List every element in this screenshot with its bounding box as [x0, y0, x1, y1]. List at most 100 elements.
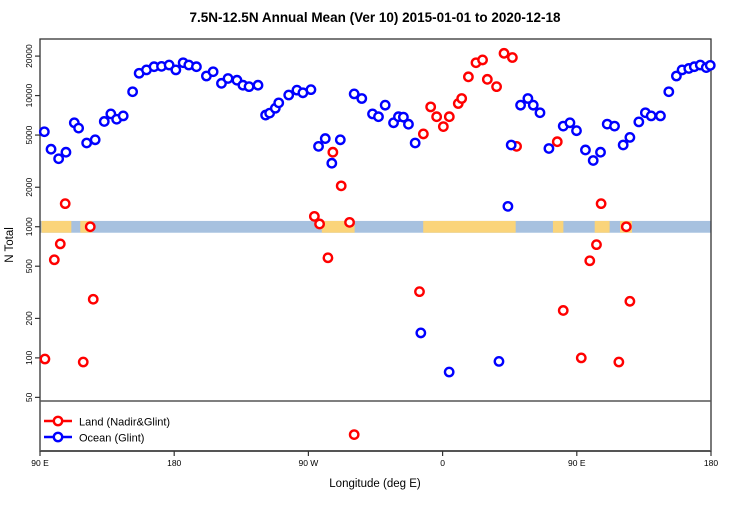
- ocean-point: [522, 93, 534, 104]
- land-point: [344, 216, 355, 228]
- land-point: [462, 71, 474, 83]
- x-tick-label: 90 E: [31, 458, 49, 468]
- land-band-segment: [41, 220, 72, 233]
- land-point: [425, 101, 437, 113]
- land-point: [414, 286, 425, 298]
- ocean-point: [543, 143, 555, 154]
- land-point: [557, 305, 569, 316]
- ocean-point: [502, 200, 514, 212]
- ocean-point: [515, 99, 526, 111]
- land-point: [327, 146, 339, 158]
- ocean-point: [273, 97, 285, 109]
- land-point: [54, 238, 66, 250]
- ocean-point: [326, 157, 338, 169]
- land-point: [595, 198, 607, 210]
- land-point: [437, 121, 449, 133]
- land-point: [87, 293, 99, 305]
- legend: [40, 400, 711, 443]
- land-point: [48, 254, 60, 266]
- ocean-point: [493, 356, 505, 367]
- y-tick-label: 5000: [24, 125, 34, 144]
- ocean-point: [704, 59, 716, 71]
- ocean-point: [73, 122, 85, 134]
- ocean-point: [571, 125, 582, 137]
- y-tick-label: 100: [24, 351, 34, 365]
- ocean-point: [379, 99, 391, 111]
- ocean-point: [319, 133, 331, 144]
- legend-label-land: Land (Nadir&Glint): [79, 417, 170, 429]
- ocean-point: [313, 140, 324, 152]
- x-axis-label: Longitude (deg E): [329, 478, 421, 490]
- ocean-point: [207, 66, 219, 78]
- y-tick-label: 1000: [24, 217, 34, 236]
- land-point: [431, 111, 443, 123]
- x-tick-label: 180: [167, 458, 181, 468]
- land-band-segment: [594, 220, 610, 233]
- x-tick-label: 0: [440, 458, 445, 468]
- land-point: [613, 356, 625, 368]
- ocean-point: [334, 134, 346, 146]
- ocean-series: [38, 57, 716, 378]
- land-point: [417, 128, 429, 140]
- land-point: [575, 352, 587, 364]
- land-point: [77, 356, 89, 368]
- land-point: [335, 180, 347, 192]
- ocean-point: [415, 327, 427, 339]
- land-band-segment: [423, 220, 516, 233]
- x-tick-label: 90 E: [568, 458, 586, 468]
- ocean-point: [252, 79, 264, 91]
- ocean-point: [127, 86, 138, 98]
- land-point: [481, 73, 493, 85]
- y-tick-label: 2000: [24, 178, 34, 197]
- land-band-segment: [552, 220, 564, 233]
- y-tick-label: 20000: [24, 44, 34, 68]
- ocean-point: [170, 64, 182, 76]
- ocean-point: [53, 153, 65, 165]
- y-tick-label: 500: [24, 259, 34, 273]
- ocean-point: [609, 120, 620, 132]
- ocean-point: [305, 84, 317, 96]
- land-point: [624, 295, 636, 307]
- legend-symbol-circle: [52, 415, 64, 427]
- chart-title: 7.5N-12.5N Annual Mean (Ver 10) 2015-01-…: [190, 10, 561, 25]
- land-point: [322, 252, 334, 264]
- x-tick-label: 90 W: [298, 458, 318, 468]
- ocean-point: [222, 73, 234, 84]
- ocean-point: [81, 137, 93, 149]
- land-point: [477, 54, 488, 66]
- ocean-point: [89, 134, 101, 146]
- ocean-point: [580, 144, 591, 156]
- ocean-point: [505, 139, 517, 151]
- legend-label-ocean: Ocean (Glint): [79, 433, 144, 445]
- ocean-point: [373, 111, 384, 123]
- land-point: [84, 221, 96, 233]
- ocean-point: [527, 99, 539, 111]
- ocean-band-segment: [40, 220, 711, 233]
- land-point: [491, 81, 502, 93]
- y-tick-label: 10000: [24, 83, 34, 107]
- legend-symbol-circle: [52, 431, 64, 443]
- land-point: [314, 218, 325, 230]
- ocean-point: [645, 110, 657, 122]
- ocean-point: [98, 116, 110, 127]
- land-point: [59, 198, 71, 210]
- ocean-point: [60, 146, 72, 158]
- y-tick-label: 200: [24, 311, 34, 325]
- ocean-point: [403, 118, 414, 130]
- land-point: [620, 221, 632, 233]
- land-point: [551, 136, 563, 148]
- land-series: [39, 47, 636, 441]
- ocean-point: [587, 155, 599, 166]
- ocean-point: [564, 117, 576, 129]
- y-axis-label: N Total: [4, 227, 16, 263]
- ocean-point: [595, 146, 606, 158]
- ocean-point: [655, 110, 666, 122]
- ocean-point: [283, 89, 295, 101]
- land-point: [308, 210, 320, 222]
- land-band-segment: [321, 220, 355, 233]
- ocean-point: [356, 93, 368, 104]
- land-point: [591, 239, 602, 251]
- ocean-point: [617, 139, 629, 151]
- ocean-point: [348, 88, 360, 100]
